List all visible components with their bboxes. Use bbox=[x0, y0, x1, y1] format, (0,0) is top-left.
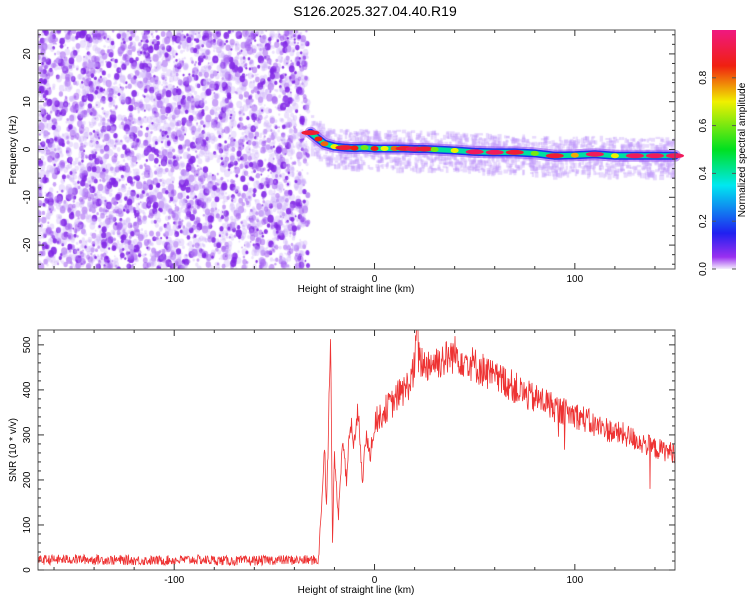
y-tick-label: 300 bbox=[22, 426, 33, 443]
ridge-point bbox=[530, 150, 539, 156]
y-tick-label: -20 bbox=[22, 237, 33, 252]
ridge-point bbox=[465, 149, 484, 155]
ridge-point bbox=[314, 136, 323, 142]
spectral-ridge bbox=[301, 126, 684, 162]
snr-axes: -100 0 100 0 100 200 300 400 500 bbox=[22, 330, 675, 586]
ridge-point bbox=[335, 145, 354, 151]
y-tick-label: 0 bbox=[22, 146, 33, 152]
y-tick-label: 10 bbox=[22, 96, 33, 108]
ridge-point bbox=[610, 153, 619, 159]
y-tick-label: 20 bbox=[22, 48, 33, 60]
x-tick-label: 100 bbox=[566, 274, 583, 285]
colorbar-tick-label: 0.6 bbox=[698, 118, 709, 132]
ridge-point bbox=[301, 130, 320, 136]
snr-frame bbox=[37, 329, 676, 571]
ridge-point bbox=[505, 149, 524, 155]
y-tick-label: 0 bbox=[22, 567, 33, 573]
y-tick-label: 400 bbox=[22, 381, 33, 398]
y-tick-label: 200 bbox=[22, 471, 33, 488]
ridge-point bbox=[320, 141, 329, 147]
colorbar-tick-label: 0.4 bbox=[698, 166, 709, 180]
colorbar-axis: 0.0 0.2 0.4 0.6 0.8 bbox=[698, 70, 736, 276]
y-tick-label: -10 bbox=[22, 190, 33, 205]
colorbar-label: Normalized spectral amplitude bbox=[737, 82, 748, 217]
figure-title: S126.2025.327.04.40.R19 bbox=[293, 3, 457, 19]
snr-series-line bbox=[37, 329, 676, 567]
ridge-point bbox=[415, 146, 434, 152]
ridge-point bbox=[645, 153, 664, 159]
colorbar-tick-label: 0.0 bbox=[698, 262, 709, 276]
ridge-point bbox=[370, 146, 379, 152]
ridge-point bbox=[585, 151, 604, 157]
snr-ylabel: SNR (10 * v/v) bbox=[8, 418, 19, 482]
x-tick-label: -100 bbox=[164, 575, 184, 586]
colorbar-tick-label: 0.2 bbox=[698, 214, 709, 228]
x-tick-label: 0 bbox=[372, 274, 378, 285]
x-tick-label: 100 bbox=[566, 575, 583, 586]
ridge-point bbox=[350, 145, 359, 151]
colorbar-tick-label: 0.8 bbox=[698, 70, 709, 84]
ridge-point bbox=[545, 153, 564, 159]
ridge-point bbox=[390, 146, 399, 152]
ridge-point bbox=[430, 147, 439, 152]
ridge-point bbox=[485, 149, 504, 155]
ridge-point bbox=[360, 145, 369, 151]
ridge-point bbox=[450, 147, 459, 153]
y-tick-label: 100 bbox=[22, 516, 33, 533]
ridge-point bbox=[570, 152, 579, 158]
y-tick-label: 500 bbox=[22, 336, 33, 353]
spectrogram-xlabel: Height of straight line (km) bbox=[298, 284, 415, 295]
snr-xlabel: Height of straight line (km) bbox=[298, 585, 415, 596]
spectrogram-ylabel: Frequency (Hz) bbox=[8, 116, 19, 185]
ridge-point bbox=[380, 146, 389, 152]
colorbar bbox=[712, 30, 736, 269]
x-tick-label: 0 bbox=[372, 575, 378, 586]
x-tick-label: -100 bbox=[164, 274, 184, 285]
ridge-point bbox=[625, 153, 644, 159]
